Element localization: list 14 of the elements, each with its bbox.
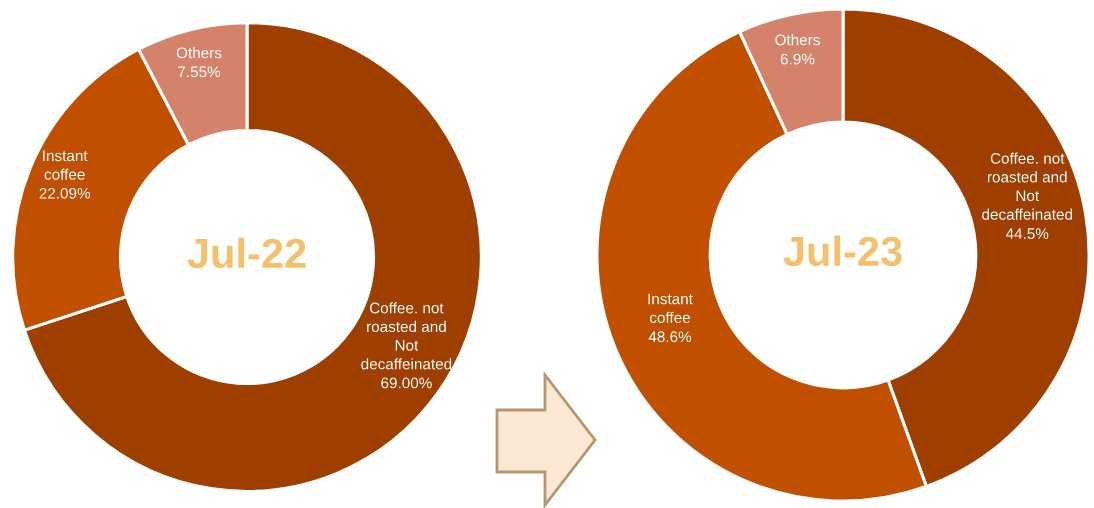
text: Jul-22 (187, 237, 306, 269)
slice-label: Coffee. not roasted and Not decaffeinated (982, 152, 1072, 220)
slice-label: Instant coffee (648, 293, 693, 324)
data-label: 48.6% (648, 331, 692, 343)
slice-label: Others (775, 34, 820, 46)
slice-label: Instant coffee (43, 150, 88, 180)
data-label: 6.9% (780, 53, 815, 65)
data-label: 44.5% (1005, 228, 1049, 239)
text: Jul-23 (783, 235, 902, 267)
slice-label: Coffee. not roasted and Not decaffeinated (361, 302, 452, 370)
data-label: 69.00% (381, 377, 432, 389)
slice-label: Others (176, 47, 222, 59)
data-label: 22.09% (39, 187, 91, 199)
data-label: 7.55% (178, 66, 221, 78)
